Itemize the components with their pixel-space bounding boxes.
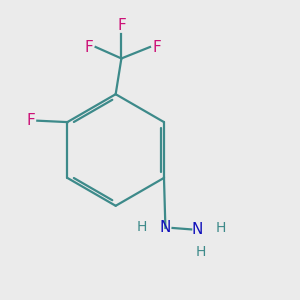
Text: F: F [26, 113, 35, 128]
Text: F: F [85, 40, 93, 55]
Text: F: F [117, 18, 126, 33]
Text: H: H [136, 220, 147, 233]
Text: N: N [160, 220, 171, 236]
Text: N: N [191, 222, 202, 237]
Text: H: H [215, 221, 226, 235]
Text: F: F [152, 40, 161, 55]
Text: H: H [196, 245, 206, 259]
